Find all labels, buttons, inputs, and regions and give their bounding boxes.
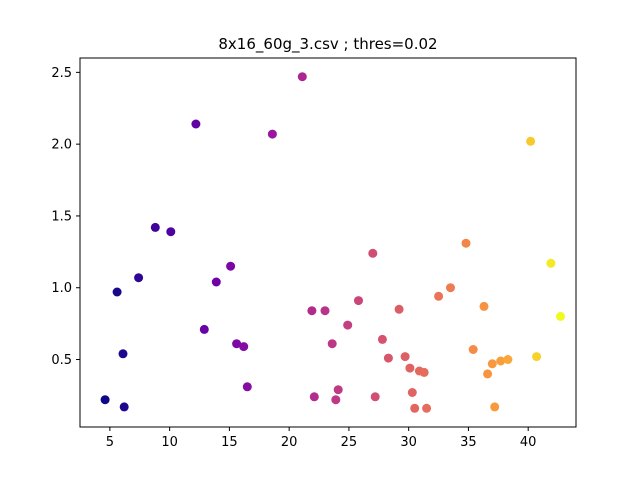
data-point	[394, 304, 404, 314]
data-point	[327, 339, 337, 349]
y-tick-label: 2.0	[51, 138, 72, 153]
data-point	[405, 363, 415, 373]
data-point	[468, 345, 478, 354]
data-point	[446, 283, 455, 293]
x-tick-label: 5	[106, 435, 114, 450]
x-tick-label: 20	[281, 435, 298, 450]
data-point	[333, 385, 343, 395]
x-tick-label: 30	[400, 435, 417, 450]
data-point	[267, 129, 277, 139]
data-point	[496, 356, 506, 366]
data-point	[483, 369, 493, 379]
data-point	[242, 382, 252, 392]
data-point	[343, 320, 353, 330]
data-point	[556, 311, 565, 321]
x-tick-label: 25	[341, 435, 358, 450]
data-point	[532, 352, 542, 362]
x-tick-label: 35	[460, 435, 477, 450]
data-point	[112, 287, 122, 297]
x-tick-label: 40	[520, 435, 537, 450]
data-point	[307, 306, 317, 316]
data-point	[226, 261, 236, 271]
data-point	[191, 119, 201, 129]
y-tick-label: 1.0	[51, 281, 72, 296]
data-point	[487, 359, 497, 369]
data-point	[422, 403, 432, 413]
y-tick-label: 2.5	[51, 66, 72, 81]
data-point	[526, 136, 536, 146]
plot-frame	[79, 57, 577, 428]
data-point	[400, 352, 410, 362]
data-point	[166, 227, 176, 237]
data-point	[370, 392, 380, 402]
data-point	[383, 353, 393, 363]
data-point	[546, 258, 556, 268]
data-point	[479, 301, 489, 311]
x-axis: 5 10 15 20 25 30 35 40	[106, 427, 537, 450]
x-tick-label: 15	[221, 435, 238, 450]
data-point	[119, 402, 129, 412]
data-point	[118, 349, 128, 359]
data-point	[377, 334, 387, 344]
data-point	[309, 392, 319, 402]
data-point	[354, 296, 363, 306]
data-point	[503, 355, 513, 364]
data-point	[150, 222, 160, 232]
y-tick-label: 0.5	[51, 353, 72, 368]
data-point	[100, 395, 110, 405]
data-point	[297, 72, 307, 82]
data-point	[331, 395, 341, 405]
data-point	[410, 403, 420, 413]
y-axis: 0.5 1.0 1.5 2.0 2.5	[51, 66, 80, 368]
data-point	[232, 339, 242, 349]
y-tick-label: 1.5	[51, 209, 72, 224]
data-point	[320, 306, 330, 316]
data-point	[368, 248, 378, 258]
data-point	[461, 238, 471, 248]
data-point	[211, 277, 221, 287]
data-points	[100, 72, 565, 413]
x-tick-label: 10	[161, 435, 178, 450]
data-point	[419, 367, 429, 377]
data-point	[134, 273, 144, 283]
data-point	[490, 402, 500, 412]
data-point	[407, 388, 417, 397]
data-point	[239, 342, 249, 352]
data-point	[199, 324, 209, 334]
data-point	[434, 291, 444, 301]
chart-title: 8x16_60g_3.csv ; thres=0.02	[218, 35, 437, 54]
